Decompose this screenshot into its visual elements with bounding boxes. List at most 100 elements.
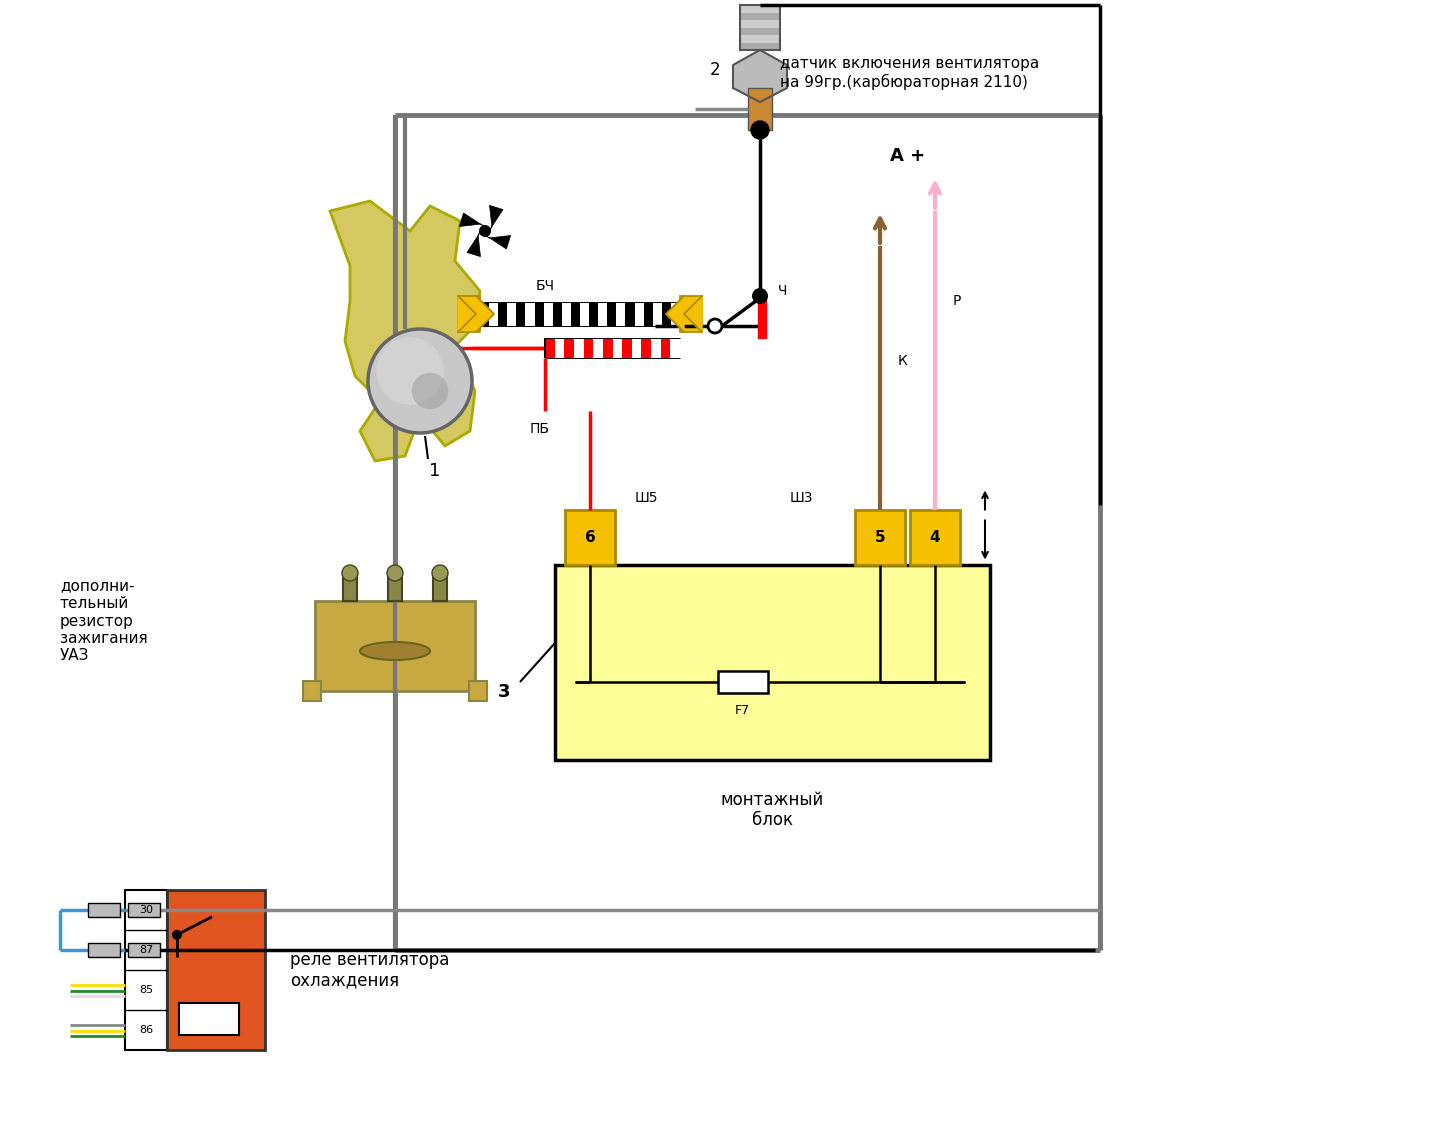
- Text: БЧ: БЧ: [536, 279, 554, 293]
- Bar: [616, 302, 626, 326]
- Circle shape: [478, 225, 491, 238]
- Bar: [662, 302, 672, 326]
- Text: монтажный
блок: монтажный блок: [720, 791, 825, 829]
- Bar: [517, 302, 526, 326]
- Circle shape: [172, 930, 182, 940]
- Bar: [546, 338, 554, 359]
- Polygon shape: [488, 206, 503, 231]
- Bar: [564, 338, 574, 359]
- Circle shape: [752, 288, 768, 304]
- Bar: [660, 338, 670, 359]
- Bar: [388, 573, 402, 601]
- Text: 6: 6: [584, 530, 596, 545]
- Bar: [642, 338, 652, 359]
- Bar: [470, 681, 487, 701]
- Bar: [490, 302, 498, 326]
- Polygon shape: [485, 235, 511, 249]
- Bar: [127, 943, 160, 957]
- Text: 3: 3: [497, 683, 510, 701]
- Bar: [748, 88, 772, 130]
- Bar: [179, 1003, 239, 1035]
- Circle shape: [432, 566, 448, 581]
- Polygon shape: [458, 296, 475, 333]
- Bar: [680, 296, 702, 333]
- Bar: [87, 903, 120, 917]
- Circle shape: [707, 319, 722, 333]
- Bar: [740, 5, 780, 50]
- Polygon shape: [329, 201, 480, 461]
- Text: А +: А +: [889, 147, 925, 165]
- Polygon shape: [467, 231, 481, 257]
- Bar: [672, 302, 680, 326]
- Bar: [740, 5, 780, 12]
- Bar: [643, 302, 653, 326]
- Text: датчик включения вентилятора
на 99гр.(карбюраторная 2110): датчик включения вентилятора на 99гр.(ка…: [780, 57, 1040, 89]
- Bar: [740, 43, 780, 50]
- Bar: [534, 302, 544, 326]
- Circle shape: [368, 329, 473, 433]
- Bar: [599, 302, 607, 326]
- Bar: [526, 302, 534, 326]
- Bar: [315, 601, 475, 691]
- Text: Ч: Ч: [778, 284, 788, 297]
- Text: К: К: [898, 354, 908, 368]
- Bar: [740, 20, 780, 27]
- Bar: [653, 302, 662, 326]
- Circle shape: [412, 373, 448, 409]
- Bar: [480, 302, 490, 326]
- Text: 86: 86: [139, 1025, 153, 1035]
- Text: 87: 87: [139, 946, 153, 955]
- Bar: [127, 903, 160, 917]
- Bar: [580, 302, 589, 326]
- Bar: [344, 573, 357, 601]
- Text: 1: 1: [430, 461, 441, 480]
- Bar: [574, 338, 584, 359]
- Polygon shape: [460, 213, 485, 227]
- Text: 2: 2: [710, 61, 720, 79]
- Bar: [584, 338, 593, 359]
- Text: 30: 30: [139, 905, 153, 915]
- Bar: [740, 27, 780, 35]
- Bar: [593, 338, 603, 359]
- Text: 85: 85: [139, 985, 153, 995]
- Bar: [432, 573, 447, 601]
- Bar: [855, 510, 905, 566]
- Bar: [87, 943, 120, 957]
- Bar: [632, 338, 642, 359]
- Bar: [544, 302, 553, 326]
- Circle shape: [750, 121, 769, 139]
- Polygon shape: [733, 50, 788, 102]
- Polygon shape: [684, 296, 702, 333]
- Bar: [613, 338, 621, 359]
- Polygon shape: [666, 296, 684, 333]
- Bar: [553, 302, 561, 326]
- Text: Р: Р: [954, 294, 961, 308]
- Bar: [909, 510, 959, 566]
- Text: реле вентилятора
охлаждения: реле вентилятора охлаждения: [291, 950, 450, 990]
- Bar: [566, 510, 614, 566]
- Bar: [589, 302, 599, 326]
- Bar: [125, 890, 168, 1050]
- Bar: [498, 302, 507, 326]
- Bar: [458, 296, 480, 333]
- Circle shape: [377, 337, 444, 405]
- Bar: [717, 671, 768, 693]
- Text: F7: F7: [735, 703, 750, 717]
- Bar: [740, 12, 780, 20]
- Text: 5: 5: [875, 530, 885, 545]
- Bar: [603, 338, 613, 359]
- Bar: [556, 566, 990, 760]
- Bar: [626, 302, 634, 326]
- Bar: [571, 302, 580, 326]
- Bar: [168, 890, 265, 1050]
- Bar: [634, 302, 643, 326]
- Bar: [652, 338, 660, 359]
- Text: Ш3: Ш3: [790, 491, 813, 506]
- Bar: [758, 297, 766, 338]
- Circle shape: [387, 566, 402, 581]
- Ellipse shape: [359, 642, 430, 661]
- Bar: [607, 302, 616, 326]
- Bar: [507, 302, 517, 326]
- Circle shape: [342, 566, 358, 581]
- Bar: [561, 302, 571, 326]
